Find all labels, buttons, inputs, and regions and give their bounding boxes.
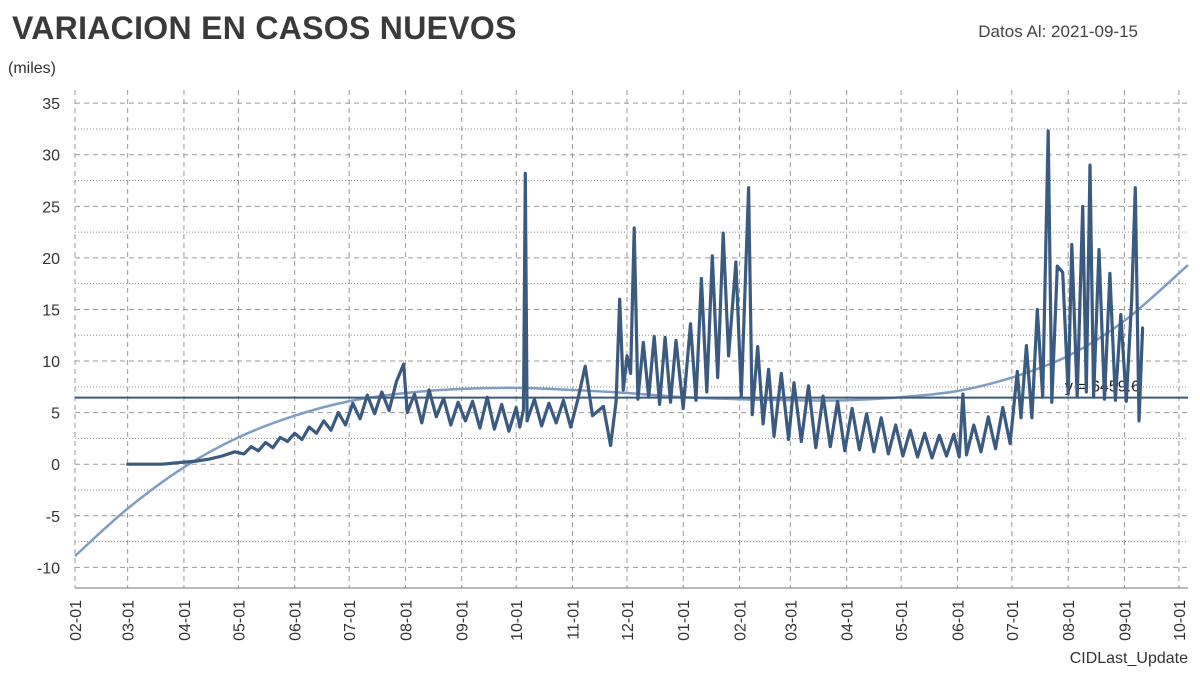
y-tick-label: 20 [42,251,60,268]
y-tick-label: 25 [42,199,60,216]
data-as-of-date: Datos Al: 2021-09-15 [978,22,1138,41]
x-tick-label: 12-01 [620,600,637,641]
x-tick-label: 06-01 [950,600,967,641]
x-tick-label: 04-01 [840,600,857,641]
y-axis-unit-label: (miles) [8,60,56,77]
y-tick-label: 30 [42,148,60,165]
y-tick-label: 5 [51,406,60,423]
x-tick-label: 07-01 [342,600,359,641]
x-tick-label: 01-01 [676,600,693,641]
x-tick-label: 10-01 [509,600,526,641]
y-tick-label: -10 [37,560,60,577]
footer-last-update: CIDLast_Update [1069,650,1188,667]
series-layer [126,129,1145,466]
trend-layer [74,264,1189,557]
y-tick-label: -5 [46,509,60,526]
y-tick-label: 10 [42,354,60,371]
y-tick-label: 15 [42,302,60,319]
x-tick-label: 09-01 [455,600,472,641]
x-tick-label: 10-01 [1172,600,1189,641]
x-tick-label: 08-01 [398,600,415,641]
series-line [126,129,1145,466]
x-tick-label: 11-01 [565,600,582,640]
x-tick-label: 08-01 [1061,600,1078,641]
y-tick-label: 0 [51,457,60,474]
x-tick-label: 07-01 [1005,600,1022,641]
y-tick-label: 35 [42,96,60,113]
x-tick-label: 09-01 [1117,600,1134,641]
x-tick-label: 03-01 [121,600,138,641]
x-tick-label: 05-01 [231,600,248,641]
mean-layer: y = 6459.6 [75,379,1188,399]
x-tick-label: 06-01 [288,600,305,641]
x-tick-label: 05-01 [894,600,911,641]
trend-curve [74,264,1189,557]
x-tick-label: 02-01 [68,600,85,641]
axis-layer: -10 -5 0 5 10 15 20 25 30 35 02-01 03-01 04-01 05-01 0… [37,96,1189,641]
chart-title: VARIACION EN CASOS NUEVOS [12,10,517,46]
x-tick-label: 04-01 [177,600,194,641]
x-tick-label: 03-01 [783,600,800,641]
x-tick-label: 02-01 [733,600,750,641]
